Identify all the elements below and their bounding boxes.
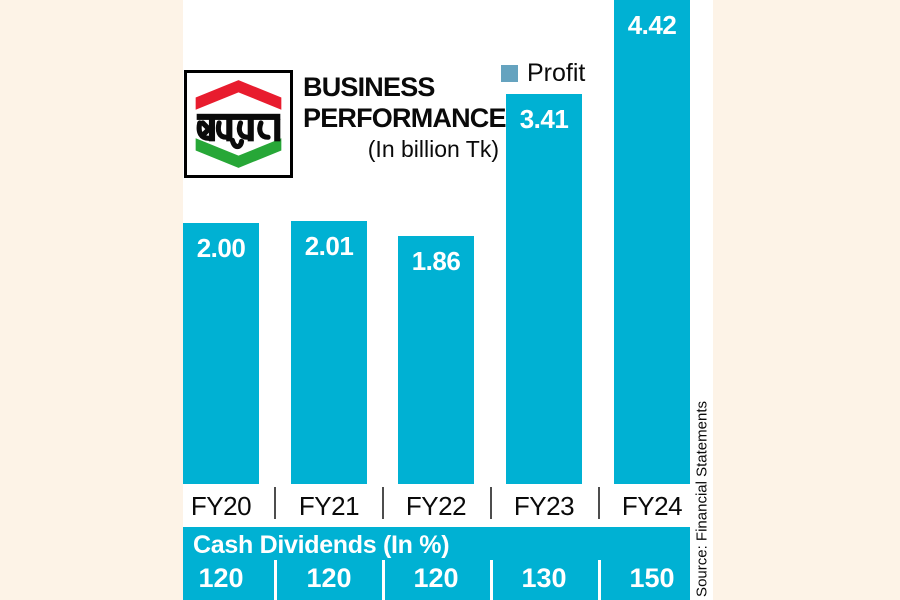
bar-value-fy23: 3.41 <box>519 104 569 134</box>
axis-divider <box>598 487 600 519</box>
axis-divider <box>490 487 492 519</box>
dividends-divider <box>598 560 601 600</box>
bar-fy21: 2.01 <box>291 221 367 484</box>
legend: Profit <box>501 59 585 88</box>
legend-label: Profit <box>527 59 586 87</box>
bar-value-fy24: 4.42 <box>627 10 677 40</box>
title-line-1: BUSINESS <box>303 72 435 102</box>
dividend-value-fy23: 130 <box>521 563 567 593</box>
dividend-value-fy20: 120 <box>198 563 244 593</box>
bar-fy22: 1.86 <box>398 236 474 484</box>
source-label: Source: Financial Statements <box>693 401 710 597</box>
axis-label-fy20: FY20 <box>190 491 252 521</box>
dividends-divider <box>490 560 493 600</box>
chart-title: BUSINESS PERFORMANCE (In billion Tk) <box>303 72 507 163</box>
bar-value-fy20: 2.00 <box>196 233 246 263</box>
chart-panel: BUSINESS PERFORMANCE (In billion Tk) Pro… <box>183 0 713 600</box>
source-strip: Source: Financial Statements <box>690 0 713 600</box>
dividends-divider <box>382 560 385 600</box>
bar-value-fy21: 2.01 <box>304 231 354 261</box>
axis-label-fy23: FY23 <box>513 491 575 521</box>
axis-divider <box>382 487 384 519</box>
axis-divider <box>274 487 276 519</box>
dividends-band: Cash Dividends (In %) 120 120 120 130 15… <box>183 527 690 600</box>
bar-value-fy22: 1.86 <box>411 246 461 276</box>
dividend-value-fy21: 120 <box>306 563 352 593</box>
unit-caption: (In billion Tk) <box>367 136 499 162</box>
dividend-value-fy24: 150 <box>629 563 675 593</box>
bar-fy24: 4.42 <box>614 0 690 484</box>
jamuna-logo <box>184 70 293 178</box>
legend-swatch-icon <box>501 65 518 82</box>
axis-label-fy24: FY24 <box>621 491 683 521</box>
title-line-2: PERFORMANCE <box>303 103 507 133</box>
dividends-header: Cash Dividends (In %) <box>193 531 450 559</box>
axis-label-fy21: FY21 <box>298 491 360 521</box>
bar-fy23: 3.41 <box>506 94 582 484</box>
dividend-value-fy22: 120 <box>413 563 459 593</box>
bar-fy20: 2.00 <box>183 223 259 484</box>
jamuna-logo-icon <box>195 80 282 168</box>
axis-label-fy22: FY22 <box>405 491 467 521</box>
dividends-divider <box>274 560 277 600</box>
